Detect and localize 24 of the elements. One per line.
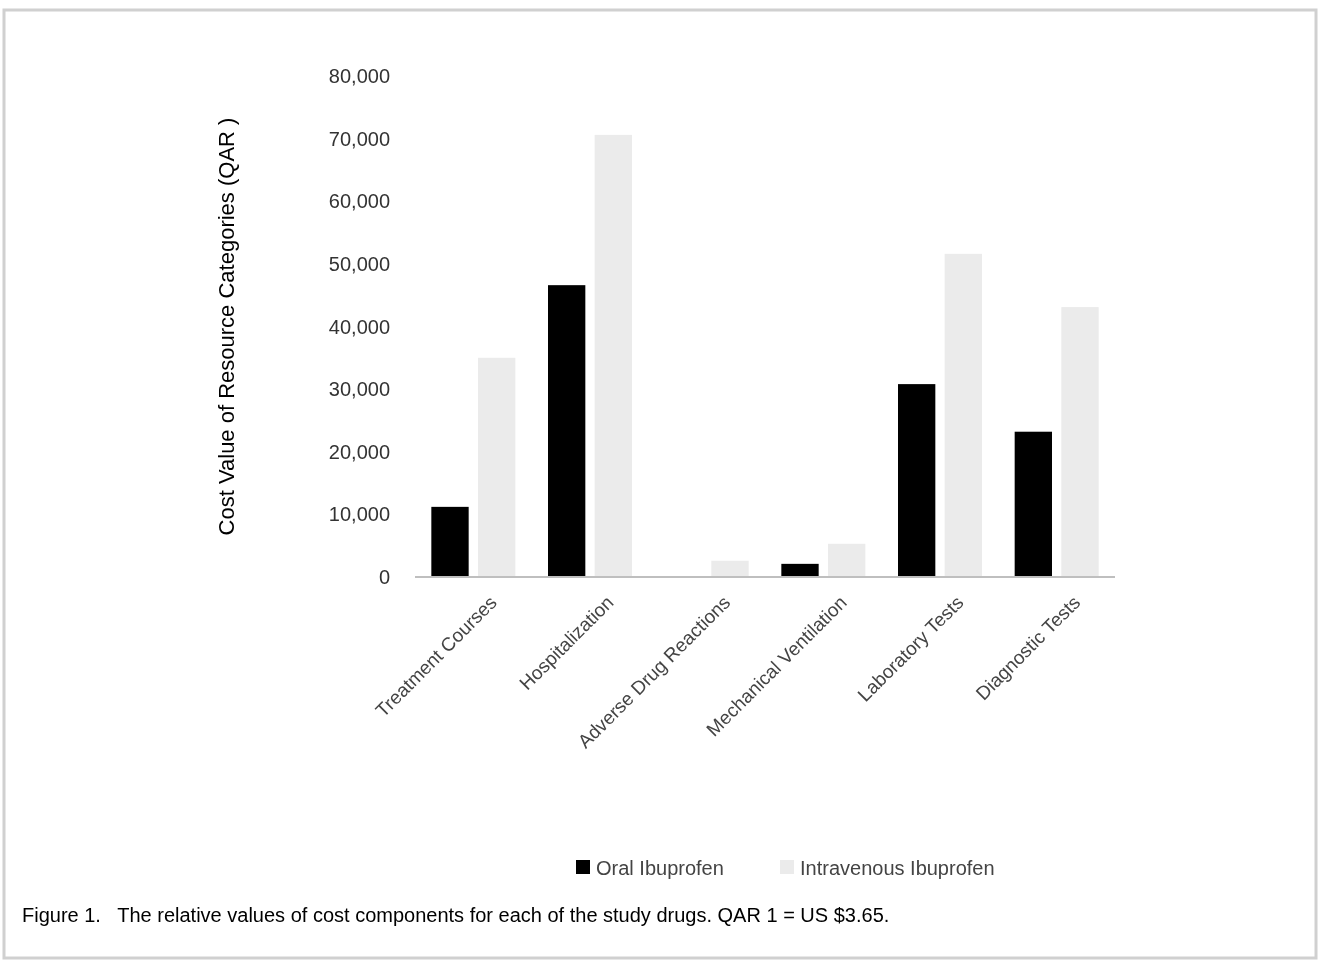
bar xyxy=(1061,307,1099,577)
y-tick-label: 70,000 xyxy=(328,127,390,150)
bar xyxy=(478,357,516,577)
bar xyxy=(944,253,982,577)
legend-label: Oral Ibuprofen xyxy=(596,857,724,879)
legend-label: Intravenous Ibuprofen xyxy=(800,857,995,879)
y-tick-label: 50,000 xyxy=(328,252,390,275)
caption: Figure 1. The relative values of cost components for each of the study drugs. QAR 1 = US $3.65. xyxy=(22,904,890,926)
bar xyxy=(898,384,936,577)
y-tick-label: 40,000 xyxy=(328,315,390,338)
bar xyxy=(431,506,469,577)
y-tick-label: 80,000 xyxy=(328,65,390,87)
y-tick-label: 10,000 xyxy=(328,503,390,526)
y-tick-label: 60,000 xyxy=(328,190,390,213)
bar xyxy=(781,563,819,577)
bar xyxy=(594,134,632,577)
bar xyxy=(711,560,749,577)
y-tick-label: 20,000 xyxy=(328,440,390,463)
bar xyxy=(548,285,586,577)
y-tick-label: 30,000 xyxy=(328,378,390,401)
bar xyxy=(828,543,866,577)
y-tick-label: 0 xyxy=(378,566,390,588)
bar xyxy=(1014,431,1052,577)
y-axis-title: Cost Value of Resource Categories (QAR ) xyxy=(214,117,239,536)
